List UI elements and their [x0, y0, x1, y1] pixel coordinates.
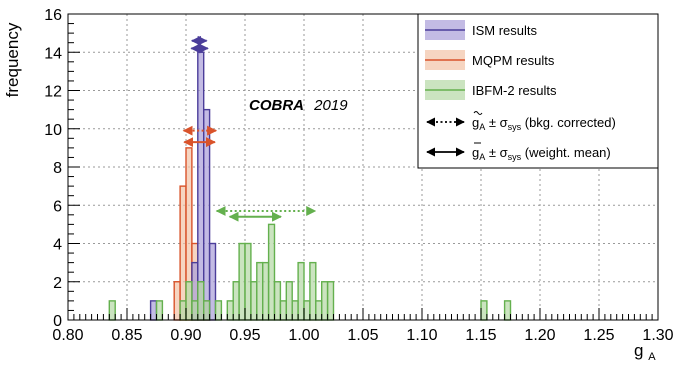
y-tick-label: 16	[44, 7, 62, 24]
x-tick-label: 0.95	[229, 327, 260, 344]
x-tick-label: 1.20	[524, 327, 555, 344]
tilde-mark	[473, 111, 483, 115]
x-tick-label: 0.80	[52, 327, 83, 344]
histogram-bar	[149, 300, 158, 321]
x-tick-label: 0.85	[111, 327, 142, 344]
histogram-bar	[297, 261, 305, 321]
y-tick-label: 2	[53, 275, 62, 292]
legend-label: ISM results	[472, 23, 538, 38]
histogram-bar	[197, 281, 205, 321]
histogram-bar	[155, 300, 164, 321]
x-tick-label: 1.25	[583, 327, 614, 344]
x-tick-label: 1.10	[406, 327, 437, 344]
y-tick-label: 8	[53, 160, 62, 177]
chart-annotation-year: 2019	[313, 97, 348, 114]
x-axis-title-subscript: A	[648, 351, 656, 363]
histogram-bar	[202, 300, 211, 321]
legend-label: IBFM-2 results	[472, 83, 557, 98]
y-tick-label: 14	[44, 45, 62, 62]
histogram-bar	[244, 242, 252, 321]
histogram-bar	[108, 300, 116, 321]
legend-arrow-label: gA ± σsys (weight. mean)	[472, 145, 611, 162]
histogram-bar	[291, 300, 299, 321]
histogram-bar	[480, 300, 488, 321]
histogram-bar	[197, 51, 205, 321]
x-tick-label: 1.00	[288, 327, 319, 344]
histogram-bar	[179, 300, 187, 321]
legend-label: MQPM results	[472, 53, 555, 68]
histogram-bar	[273, 281, 282, 321]
histogram-bar	[285, 281, 293, 321]
histogram-bar	[226, 300, 234, 321]
histogram-bar	[267, 223, 276, 321]
histogram-bar	[250, 281, 258, 321]
histogram-bar	[279, 300, 287, 321]
histogram-bar	[232, 281, 240, 321]
histogram-bar	[326, 281, 335, 321]
x-axis-title: g A	[634, 341, 656, 363]
chart-annotation-bold: COBRA	[249, 97, 304, 114]
y-axis-title: frequency	[3, 22, 22, 97]
series-ibfm-2-results	[108, 223, 512, 321]
y-tick-label: 12	[44, 84, 62, 101]
x-tick-label: 1.05	[347, 327, 378, 344]
x-tick-label: 1.15	[465, 327, 496, 344]
histogram-bar	[256, 261, 264, 321]
x-axis-title-symbol: g	[634, 341, 643, 360]
histogram-bar	[208, 242, 217, 321]
chart-annotation: COBRA 2019	[249, 97, 348, 114]
histogram-bar	[173, 281, 181, 321]
histogram-bar	[321, 281, 329, 321]
error-bar-layer	[182, 35, 317, 222]
legend: ISM results MQPM results IBFM-2 results gA …	[417, 13, 659, 169]
y-tick-label: 10	[44, 122, 62, 139]
histogram-bar	[503, 300, 512, 321]
histogram-bar	[179, 185, 187, 321]
histogram-bar	[191, 300, 199, 321]
histogram-bar	[185, 281, 193, 321]
histogram-bar	[309, 261, 317, 321]
x-tick-label: 0.90	[170, 327, 201, 344]
y-tick-label: 4	[53, 237, 62, 254]
x-tick-label: 1.30	[642, 327, 673, 344]
legend-arrow-label: gA ± σsys (bkg. corrected)	[472, 115, 616, 132]
axes-layer: 0.80 0.85 0.90 0.95 1.00 1.05 1.10 1.15 1.20 1.25…	[44, 7, 673, 344]
histogram-bar	[262, 261, 270, 321]
y-tick-label: 0	[53, 313, 62, 330]
y-tick-label: 6	[53, 198, 62, 215]
histogram-bar	[303, 300, 311, 321]
histogram-bar	[214, 300, 223, 321]
histogram-bar	[238, 242, 246, 321]
histogram-bar	[315, 300, 323, 321]
